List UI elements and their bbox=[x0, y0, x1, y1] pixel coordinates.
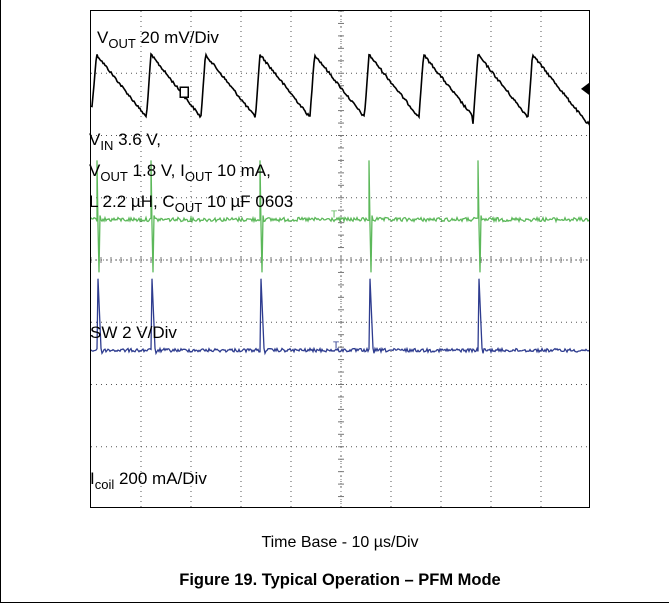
vout-channel-label: VOUT 20 mV/Div bbox=[97, 28, 219, 51]
condition-vin: VIN 3.6 V, bbox=[89, 130, 161, 153]
icoil-ground-marker: T bbox=[333, 340, 339, 351]
vout-trace bbox=[91, 52, 589, 126]
sw-channel-label: SW 2 V/Div bbox=[90, 323, 177, 342]
trigger-marker bbox=[179, 86, 189, 98]
icoil-channel-label: Icoil 200 mA/Div bbox=[90, 469, 207, 492]
waveform-plot: TT bbox=[91, 11, 589, 507]
figure-caption: Figure 19. Typical Operation – PFM Mode bbox=[179, 571, 501, 589]
icoil-trace bbox=[91, 278, 589, 356]
sw-ground-marker: T bbox=[331, 210, 337, 221]
condition-vout-iout: VOUT 1.8 V, IOUT 10 mA, bbox=[89, 161, 271, 184]
vout-level-marker bbox=[581, 82, 589, 95]
condition-inductor-capacitor: L 2.2 µH, COUT 10 µF 0603 bbox=[89, 192, 294, 215]
sw-trace bbox=[91, 160, 589, 273]
time-base-label: Time Base - 10 µs/Div bbox=[261, 534, 419, 551]
